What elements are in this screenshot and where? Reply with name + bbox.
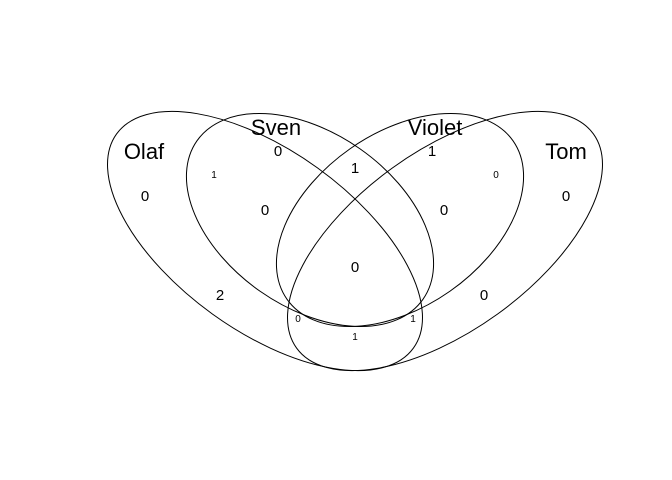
tom-ellipse — [287, 110, 603, 372]
count-violet-only: 1 — [428, 143, 436, 160]
count-olaf-violet-tom: 0 — [295, 314, 301, 325]
set-label-violet: Violet — [408, 115, 463, 140]
count-all-four: 0 — [351, 259, 359, 276]
count-sven-tom: 0 — [480, 287, 488, 304]
set-label-sven: Sven — [251, 115, 301, 140]
count-olaf-sven-tom: 1 — [410, 314, 416, 325]
count-sven-violet-tom: 0 — [440, 202, 448, 219]
count-olaf-violet: 2 — [216, 287, 224, 304]
count-sven-only: 0 — [274, 143, 282, 160]
set-label-olaf: Olaf — [124, 139, 165, 164]
sven-ellipse — [185, 112, 435, 328]
count-violet-tom: 0 — [493, 170, 499, 181]
violet-ellipse — [275, 112, 525, 328]
olaf-ellipse — [107, 110, 423, 372]
count-tom-only: 0 — [562, 188, 570, 205]
count-sven-violet: 1 — [351, 160, 359, 177]
count-olaf-sven: 1 — [211, 170, 217, 181]
set-label-tom: Tom — [545, 139, 587, 164]
count-olaf-tom: 1 — [352, 332, 358, 343]
count-olaf-sven-violet: 0 — [261, 202, 269, 219]
count-olaf-only: 0 — [141, 188, 149, 205]
